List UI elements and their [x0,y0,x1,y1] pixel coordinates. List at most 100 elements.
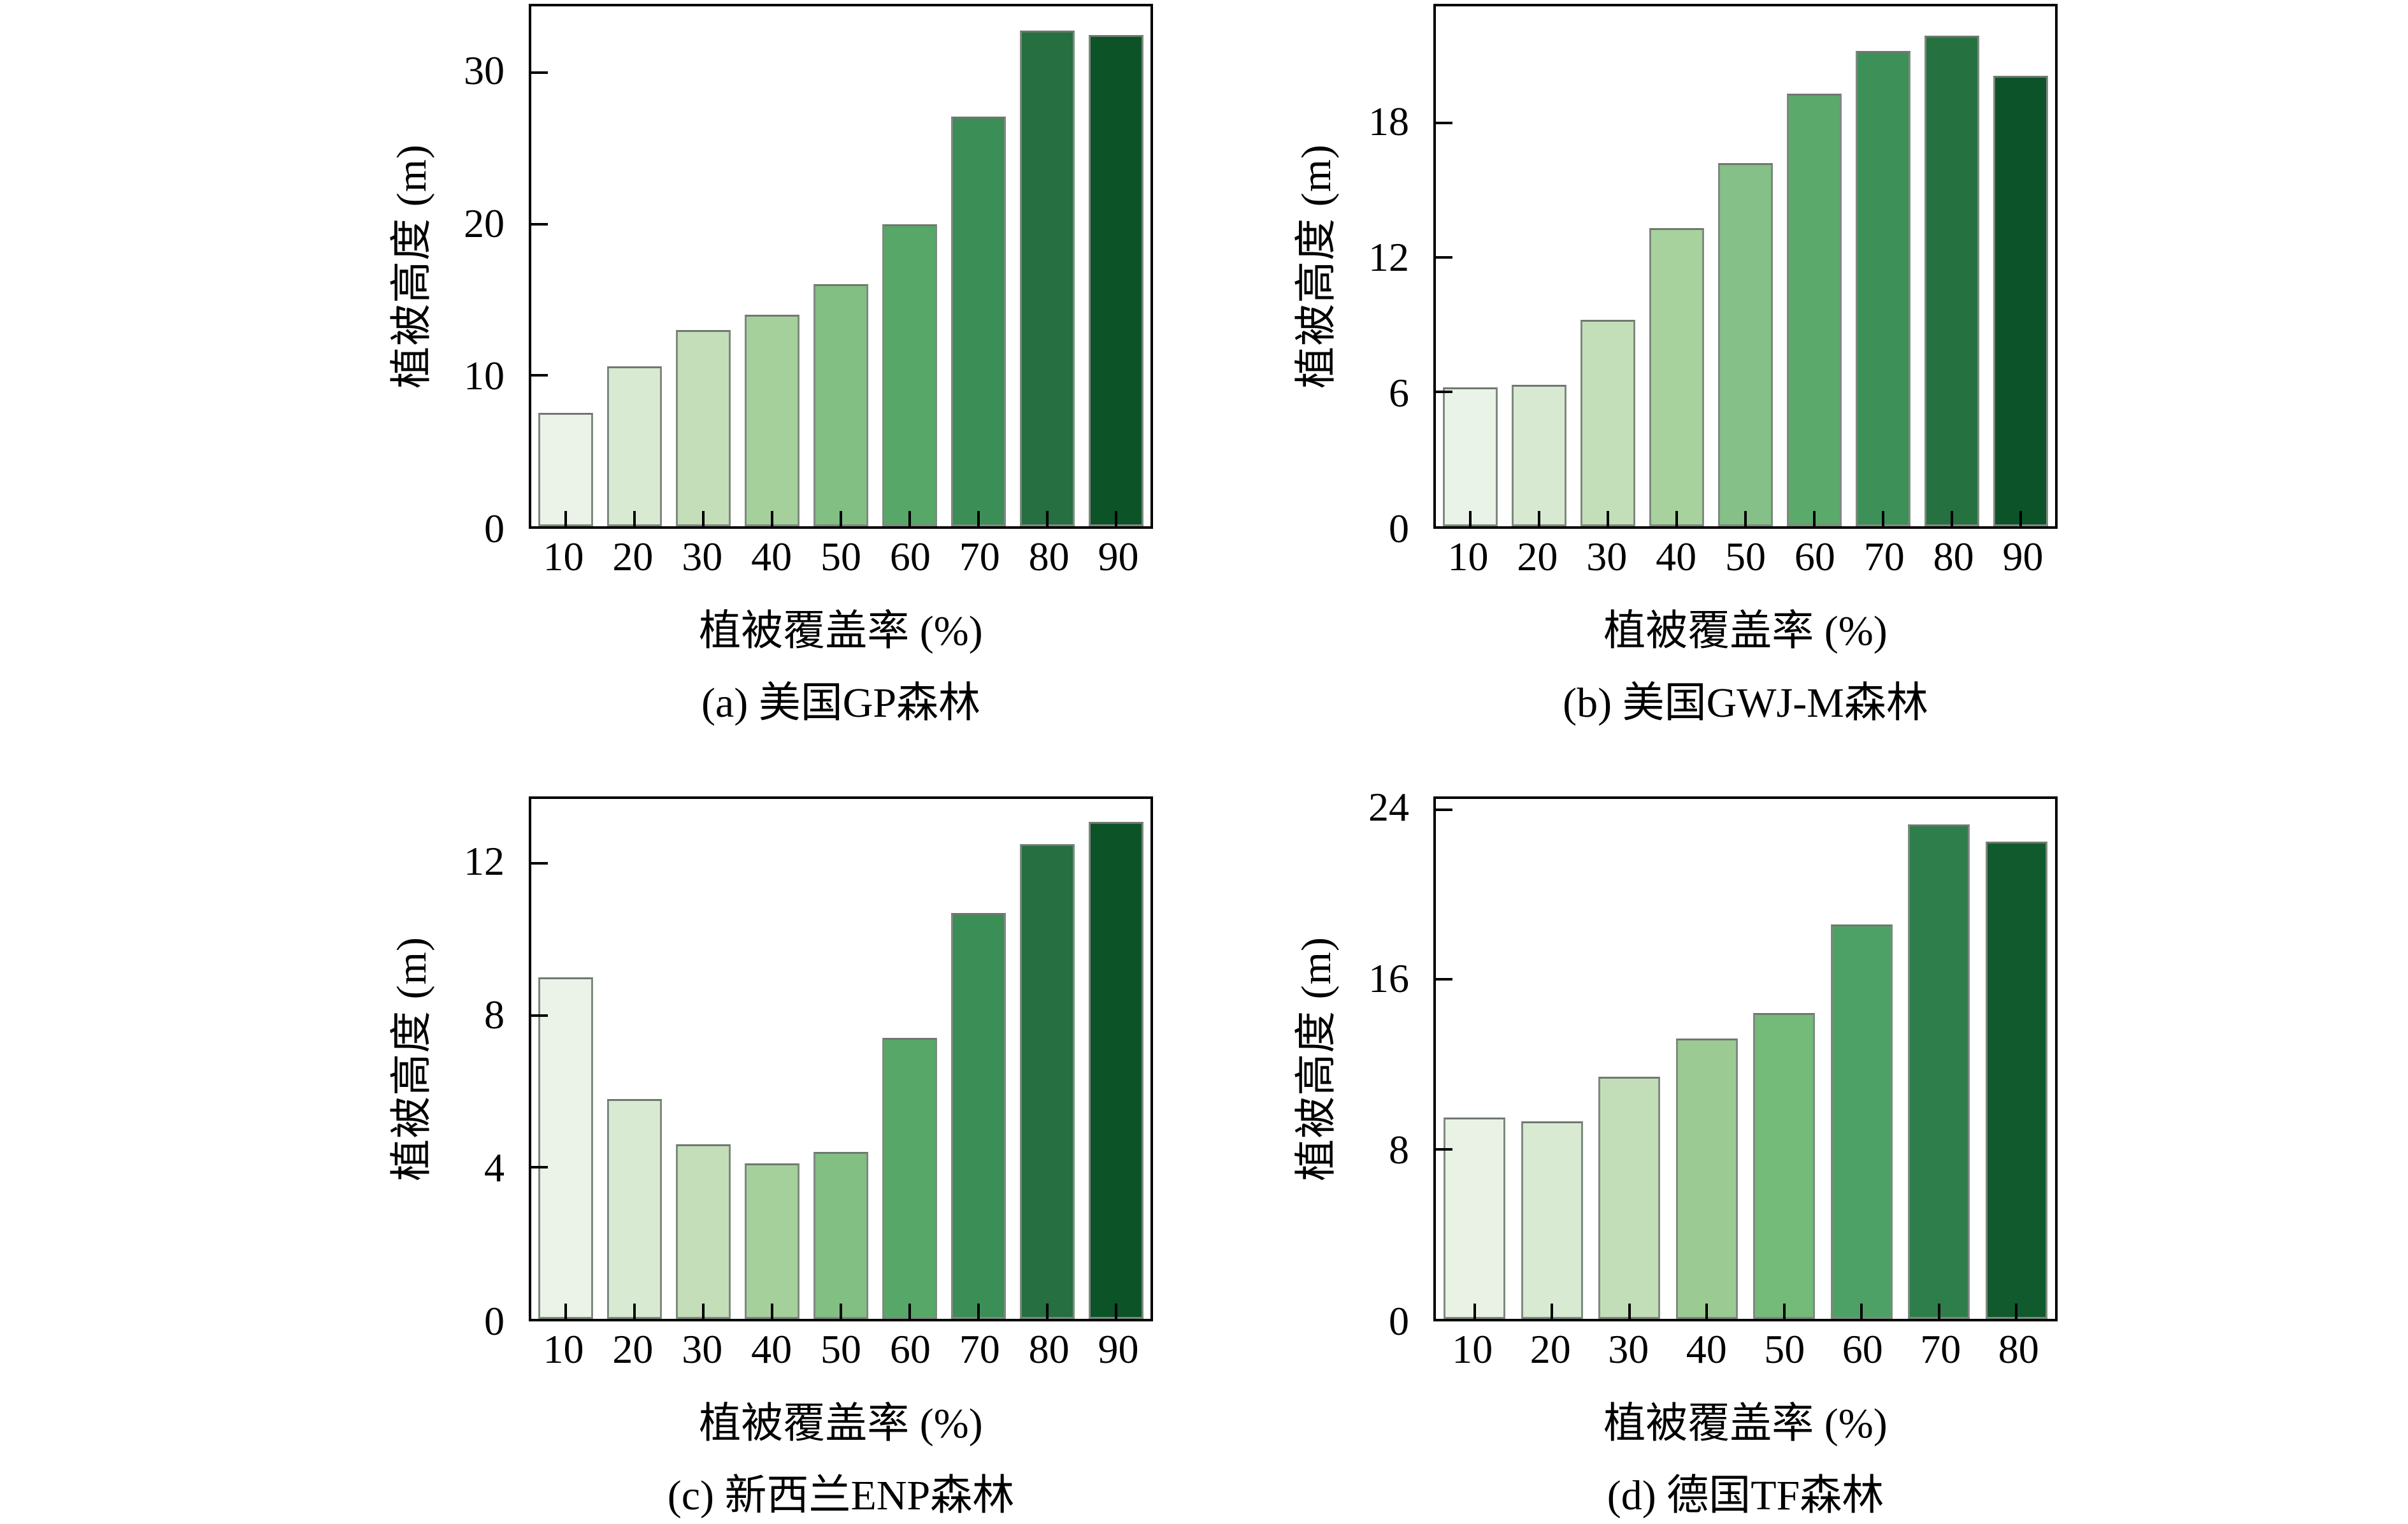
chart-panel-d: 植被高度 (m) 0 8 16 24 10 20 30 40 50 60 70 80 植被覆盖率 (… [1280,786,2058,1521]
bar-b-60 [1786,94,1842,526]
x-tick-label: 20 [1517,534,1558,579]
x-tick-mark [1744,511,1747,526]
panel-caption: (c) 新西兰ENP森林 [667,1472,1015,1519]
y-axis-title: 植被高度 (m) [1293,937,1340,1181]
bar-d-70 [1908,824,1970,1319]
x-tick-label: 40 [751,534,792,579]
y-tick-label: 8 [484,991,505,1037]
y-tick-mark [531,71,548,75]
y-tick-label: 4 [484,1145,505,1191]
x-tick-mark [1782,1304,1786,1319]
x-tick-label: 60 [1794,534,1835,579]
x-tick-label: 10 [1447,534,1489,579]
y-axis-title-cell: 植被高度 (m) [1280,796,1344,1321]
panel-caption: (d) 德国TF森林 [1607,1472,1884,1519]
x-tick-mark [1607,511,1609,526]
y-axis-title-cell: 植被高度 (m) [376,4,440,529]
y-tick-mark [1436,121,1452,124]
x-tick-label: 50 [821,1326,861,1372]
bar-b-70 [1855,51,1911,526]
x-tick-label: 10 [543,1326,584,1372]
x-tick-label: 40 [1686,1326,1727,1372]
bar-b-80 [1924,35,1980,526]
y-tick-label: 18 [1368,98,1409,144]
x-tick-mark [702,511,705,526]
x-tick-label: 40 [751,1326,792,1372]
x-tick-mark [1860,1304,1863,1319]
y-tick-label: 16 [1368,955,1409,1001]
y-tick-label: 0 [484,506,505,551]
bar-a-50 [813,284,869,526]
bar-b-20 [1511,385,1567,526]
x-tick-label: 90 [1098,1326,1139,1372]
y-tick-label: 0 [1389,506,1409,551]
y-axis-title: 植被高度 (m) [389,937,436,1181]
bar-c-10 [538,977,594,1319]
y-tick-label: 12 [464,838,505,884]
x-tick-label: 80 [1028,534,1070,579]
plot-area [529,4,1153,529]
y-axis-title-cell: 植被高度 (m) [1280,4,1344,529]
x-tick-label: 70 [959,534,1000,579]
x-tick-mark [1813,511,1816,526]
plot-area [1433,4,2058,529]
x-tick-label: 50 [821,534,861,579]
x-tick-label: 50 [1764,1326,1805,1372]
bar-a-20 [606,366,663,526]
x-tick-mark [1951,511,1953,526]
y-tick-mark [1436,390,1452,393]
x-tick-label: 60 [1842,1326,1883,1372]
bar-b-50 [1717,163,1774,526]
chart-panel-a: 植被高度 (m) 0 10 20 30 10 20 30 40 50 60 70 80 90 植被覆盖… [376,4,1153,729]
x-tick-label: 30 [1608,1326,1649,1372]
x-tick-mark [977,1304,980,1319]
chart-panel-c: 植被高度 (m) 0 4 8 12 10 20 30 40 50 60 70 80 90 植被覆盖率 … [376,796,1153,1521]
bar-d-20 [1521,1121,1583,1319]
x-tick-label: 70 [1863,534,1905,579]
x-tick-mark [840,1304,842,1319]
bar-d-60 [1830,924,1893,1319]
x-tick-mark [840,511,842,526]
bar-d-50 [1753,1013,1816,1319]
x-tick-mark [1046,511,1049,526]
bar-d-10 [1444,1117,1506,1319]
y-tick-mark [531,862,548,865]
bar-a-30 [675,329,731,526]
x-tick-mark [633,1304,636,1319]
x-tick-label: 20 [1530,1326,1571,1372]
bar-c-70 [950,912,1007,1319]
y-tick-mark [531,222,548,226]
x-tick-label: 80 [1998,1326,2039,1372]
y-tick-labels: 0 8 16 24 [1344,786,1433,1341]
bar-b-30 [1580,320,1636,526]
y-tick-label: 8 [1389,1126,1409,1172]
bar-d-30 [1598,1077,1661,1319]
x-tick-mark [771,511,773,526]
y-tick-label: 30 [464,48,505,94]
bar-a-40 [744,314,800,526]
y-axis-title-cell: 植被高度 (m) [376,796,440,1321]
x-tick-label: 90 [2002,534,2044,579]
x-tick-label: 70 [1920,1326,1961,1372]
x-tick-mark [908,1304,911,1319]
x-tick-label: 20 [612,1326,654,1372]
chart-panel-b: 植被高度 (m) 0 6 12 18 10 20 30 40 50 60 70 80 90 植被覆盖率… [1280,4,2058,729]
y-axis-title: 植被高度 (m) [389,144,436,389]
x-tick-label: 80 [1933,534,1974,579]
x-tick-mark [771,1304,773,1319]
x-tick-mark [1937,1304,1940,1319]
bar-b-10 [1442,387,1498,526]
x-tick-mark [1115,1304,1117,1319]
x-tick-mark [908,511,911,526]
y-tick-label: 0 [1389,1298,1409,1344]
x-tick-labels: 10 20 30 40 50 60 70 80 90 [529,1321,1153,1380]
x-tick-label: 90 [1098,534,1139,579]
x-tick-label: 50 [1725,534,1766,579]
bar-c-20 [606,1098,663,1319]
bar-c-50 [813,1151,869,1319]
y-tick-label: 12 [1368,234,1409,280]
x-tick-mark [1469,511,1472,526]
bar-c-80 [1019,844,1075,1319]
